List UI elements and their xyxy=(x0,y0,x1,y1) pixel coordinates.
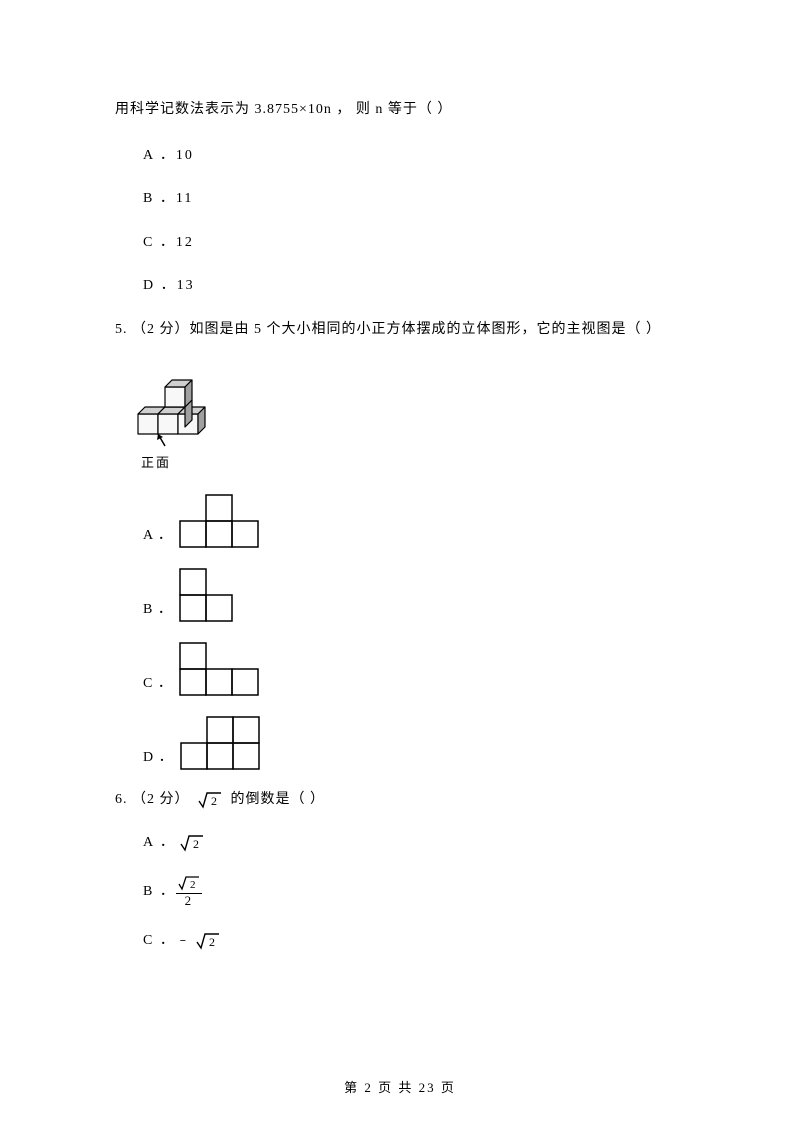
q6-option-b[interactable]: B ． 2 2 xyxy=(143,875,685,909)
option-letter: B ． xyxy=(143,882,176,902)
option-letter: B ． xyxy=(143,600,173,622)
q5-isometric-figure: 正面 xyxy=(133,364,685,472)
svg-text:2: 2 xyxy=(209,935,217,949)
q5-c-figure xyxy=(179,642,259,696)
q5-option-b[interactable]: B ． xyxy=(143,568,685,622)
q6-stem: 6. （2 分） 2 的倒数是（ ） xyxy=(115,790,685,810)
root-val: 2 xyxy=(211,794,218,808)
q5-option-c[interactable]: C ． xyxy=(143,642,685,696)
sqrt-icon: 2 xyxy=(180,834,204,852)
q5-option-d[interactable]: D ． xyxy=(143,716,685,770)
fraction: 2 2 xyxy=(176,875,202,909)
option-letter: C ．﹣ xyxy=(143,931,192,951)
svg-text:2: 2 xyxy=(193,837,201,851)
q4-option-b[interactable]: B ．11 xyxy=(143,189,685,209)
q4-option-d[interactable]: D ．13 xyxy=(143,276,685,296)
q6-suffix: 的倒数是（ ） xyxy=(231,792,326,807)
q4-d-value: 13 xyxy=(177,278,195,293)
q4-b-value: 11 xyxy=(176,191,193,206)
q4-a-value: 10 xyxy=(176,148,194,163)
q5-a-figure xyxy=(179,494,259,548)
q5-b-figure xyxy=(179,568,233,622)
q4-c-value: 12 xyxy=(176,235,194,250)
option-letter: C ． xyxy=(143,674,173,696)
page-footer: 第 2 页 共 23 页 xyxy=(0,1079,800,1097)
q5-option-a[interactable]: A ． xyxy=(143,494,685,548)
q6-prefix: 6. （2 分） xyxy=(115,792,190,807)
q5-d-figure xyxy=(180,716,260,770)
q6-option-a[interactable]: A ． 2 xyxy=(143,833,685,853)
option-letter: A ． xyxy=(143,526,173,548)
q5-stem: 5. （2 分）如图是由 5 个大小相同的小正方体摆成的立体图形，它的主视图是（… xyxy=(115,320,685,340)
option-letter: A ． xyxy=(143,833,176,853)
q4-stem: 用科学记数法表示为 3.8755×10n ， 则 n 等于（ ） xyxy=(115,100,685,120)
option-letter: D ． xyxy=(143,748,174,770)
sqrt-icon: 2 xyxy=(198,791,222,809)
svg-text:2: 2 xyxy=(190,879,198,891)
sqrt-icon: 2 xyxy=(196,932,220,950)
q4-option-c[interactable]: C ．12 xyxy=(143,233,685,253)
q6-option-c[interactable]: C ．﹣ 2 xyxy=(143,931,685,951)
denominator: 2 xyxy=(183,894,196,909)
front-label: 正面 xyxy=(141,454,685,472)
q4-option-a[interactable]: A ．10 xyxy=(143,146,685,166)
